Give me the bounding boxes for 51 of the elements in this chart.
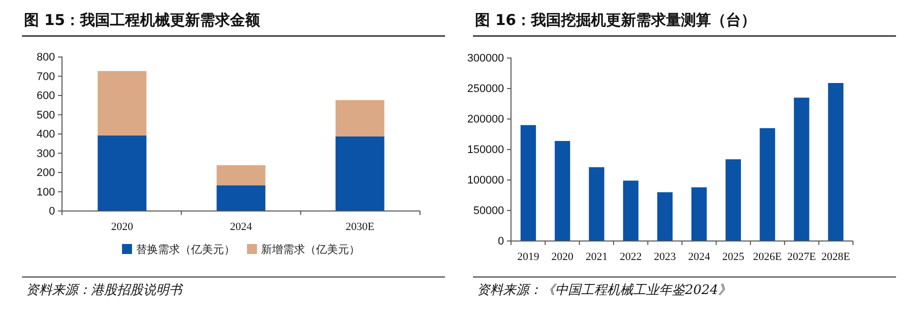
bar xyxy=(657,192,673,241)
text: 资料来源：《中国工程机械工业年鉴2024》 xyxy=(477,283,732,298)
x-tick-label: 2020 xyxy=(111,221,134,233)
bar xyxy=(760,128,776,241)
x-tick-label: 2019 xyxy=(517,251,540,263)
y-tick-label: 150000 xyxy=(467,144,504,156)
y-tick-label: 200000 xyxy=(467,114,504,126)
y-tick-label: 100 xyxy=(36,186,55,198)
x-tick-label: 2021 xyxy=(586,251,608,263)
bar xyxy=(623,180,638,241)
bar xyxy=(554,140,570,241)
legend-label: 新增需求（亿美元） xyxy=(261,243,360,256)
y-tick-label: 600 xyxy=(36,90,55,102)
y-tick-label: 250000 xyxy=(467,83,504,96)
y-tick-label: 800 xyxy=(36,52,55,64)
bar xyxy=(828,83,844,241)
chart-title: 图 15：我国工程机械更新需求金额 xyxy=(24,11,262,29)
y-tick-label: 500 xyxy=(36,109,55,122)
y-tick-label: 50000 xyxy=(473,205,504,218)
y-tick-label: 200 xyxy=(36,167,55,180)
x-tick-label: 2023 xyxy=(654,251,676,263)
y-tick-label: 0 xyxy=(48,206,55,218)
y-tick-label: 400 xyxy=(36,128,55,141)
chart-title: 图 16：我国挖掘机更新需求量测算（台） xyxy=(475,11,756,29)
y-tick-label: 0 xyxy=(498,236,504,248)
y-tick-label: 100000 xyxy=(467,174,504,187)
bar xyxy=(691,187,707,241)
bar xyxy=(216,185,266,211)
legend-label: 替换需求（亿美元） xyxy=(136,243,235,256)
x-tick-label: 2030E xyxy=(346,221,375,233)
x-tick-label: 2026E xyxy=(753,251,782,263)
bar xyxy=(588,167,604,241)
x-tick-label: 2025 xyxy=(722,251,745,263)
bar xyxy=(98,135,146,211)
bar xyxy=(520,125,536,241)
bar xyxy=(98,71,146,136)
bar xyxy=(336,136,384,211)
text: 资料来源：港股招股说明书 xyxy=(26,283,184,298)
x-tick-label: 2022 xyxy=(620,251,642,263)
bar xyxy=(216,165,266,186)
bar xyxy=(726,159,741,241)
bar xyxy=(336,100,384,136)
y-tick-label: 300 xyxy=(36,148,55,160)
y-tick-label: 700 xyxy=(36,70,55,83)
x-tick-label: 2024 xyxy=(688,251,711,263)
x-tick-label: 2020 xyxy=(551,251,574,263)
x-tick-label: 2027E xyxy=(787,251,816,263)
x-tick-label: 2028E xyxy=(821,251,850,263)
y-tick-label: 300000 xyxy=(467,52,504,65)
x-tick-label: 2024 xyxy=(230,221,252,233)
bar xyxy=(794,98,810,241)
